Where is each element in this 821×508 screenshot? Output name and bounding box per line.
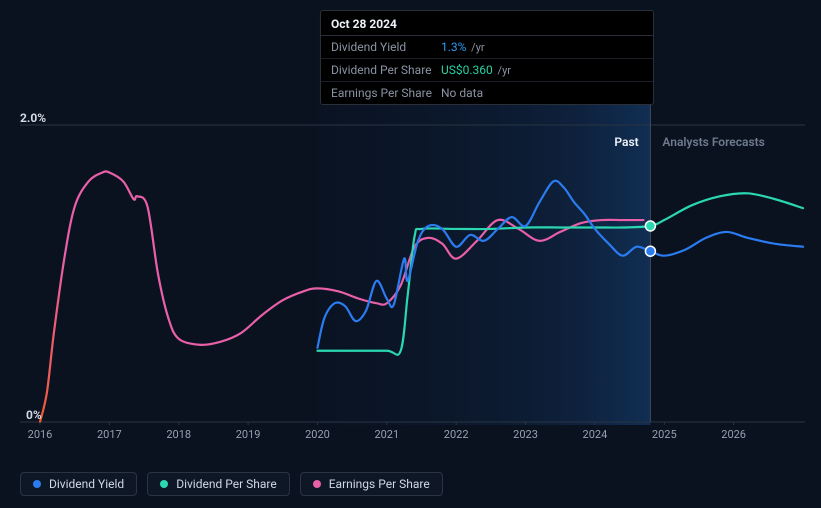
dividend-chart: 2.0% 0% Past Analysts Forecasts Oct 28 2… [0,0,821,508]
annotation-past: Past [614,135,638,149]
chart-tooltip: Oct 28 2024 Dividend Yield1.3% /yrDivide… [320,10,654,105]
x-axis: 2016 2017 2018 2019 2020 2021 2022 2023 2024 2025… [20,428,805,446]
legend-label: Earnings Per Share [329,477,430,491]
x-tick: 2026 [721,428,746,441]
legend-earnings-per-share[interactable]: Earnings Per Share [300,472,443,496]
y-tick-bottom: 0% [26,408,42,425]
tooltip-row: Earnings Per ShareNo data [321,82,653,104]
legend-dot-icon [160,480,168,488]
tooltip-key: Dividend Yield [331,40,441,54]
x-tick: 2021 [374,428,399,441]
x-tick: 2023 [513,428,538,441]
legend-label: Dividend Yield [49,477,124,491]
tooltip-value: No data [441,86,643,100]
tooltip-date: Oct 28 2024 [321,11,653,36]
annotation-forecast: Analysts Forecasts [662,135,764,149]
x-tick: 2024 [583,428,608,441]
x-tick: 2019 [236,428,261,441]
x-tick: 2020 [305,428,330,441]
tooltip-value: US$0.360 /yr [441,63,643,77]
legend-dividend-per-share[interactable]: Dividend Per Share [147,472,290,496]
legend-dot-icon [313,480,321,488]
legend: Dividend Yield Dividend Per Share Earnin… [20,472,443,496]
x-tick: 2016 [28,428,53,441]
tooltip-value: 1.3% /yr [441,40,643,54]
x-tick: 2018 [166,428,191,441]
y-tick-top: 2.0% [20,111,46,125]
legend-dividend-yield[interactable]: Dividend Yield [20,472,137,496]
tooltip-row: Dividend Yield1.3% /yr [321,36,653,59]
tooltip-key: Dividend Per Share [331,63,441,77]
x-tick: 2022 [444,428,469,441]
legend-label: Dividend Per Share [176,477,277,491]
tooltip-row: Dividend Per ShareUS$0.360 /yr [321,59,653,82]
x-tick: 2017 [97,428,122,441]
legend-dot-icon [33,480,41,488]
tooltip-key: Earnings Per Share [331,86,441,100]
x-tick: 2025 [652,428,677,441]
